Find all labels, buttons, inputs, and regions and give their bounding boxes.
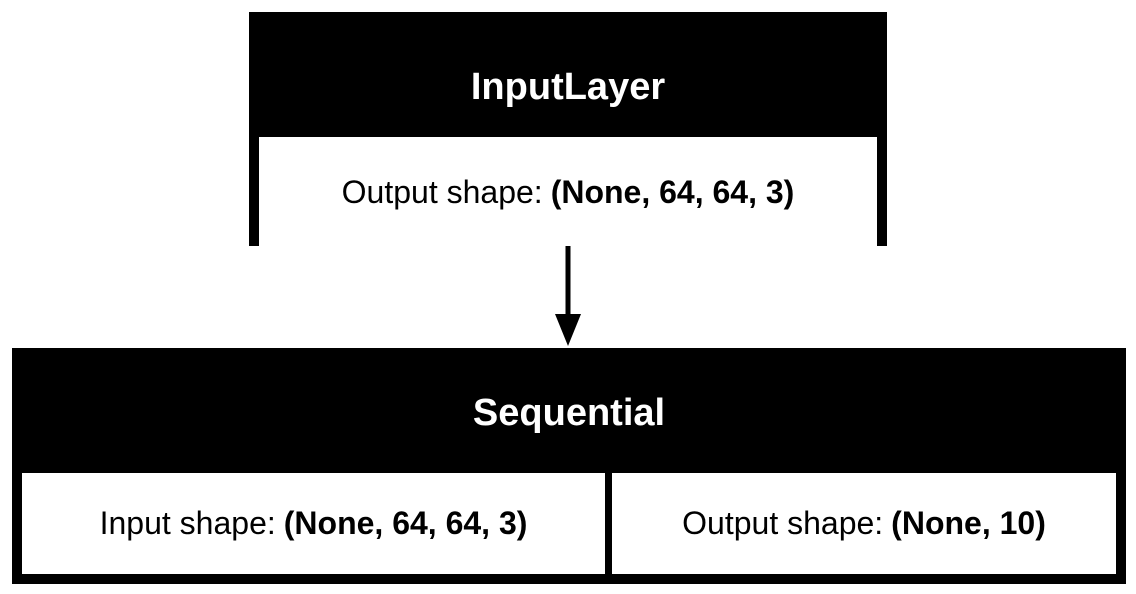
input-layer-output-shape-cell: Output shape: (None, 64, 64, 3) [259,137,877,248]
output-shape-value: (None, 10) [891,505,1046,541]
input-shape-label: Input shape: [99,505,276,541]
edge-arrow [555,246,581,346]
output-shape-value: (None, 64, 64, 3) [550,174,795,210]
input-shape-value: (None, 64, 64, 3) [283,505,528,541]
sequential-output-shape-cell: Output shape: (None, 10) [612,473,1116,574]
sequential-input-shape-cell: Input shape: (None, 64, 64, 3) [22,473,605,574]
sequential-node: Sequential Input shape: (None, 64, 64, 3… [12,348,1126,584]
sequential-title: Sequential [472,392,666,434]
input-layer-title: InputLayer [470,66,666,108]
input-layer-node: InputLayer Output shape: (None, 64, 64, … [249,12,887,248]
arrowhead-icon [555,314,581,346]
output-shape-label: Output shape: [341,174,543,210]
output-shape-label: Output shape: [682,505,884,541]
